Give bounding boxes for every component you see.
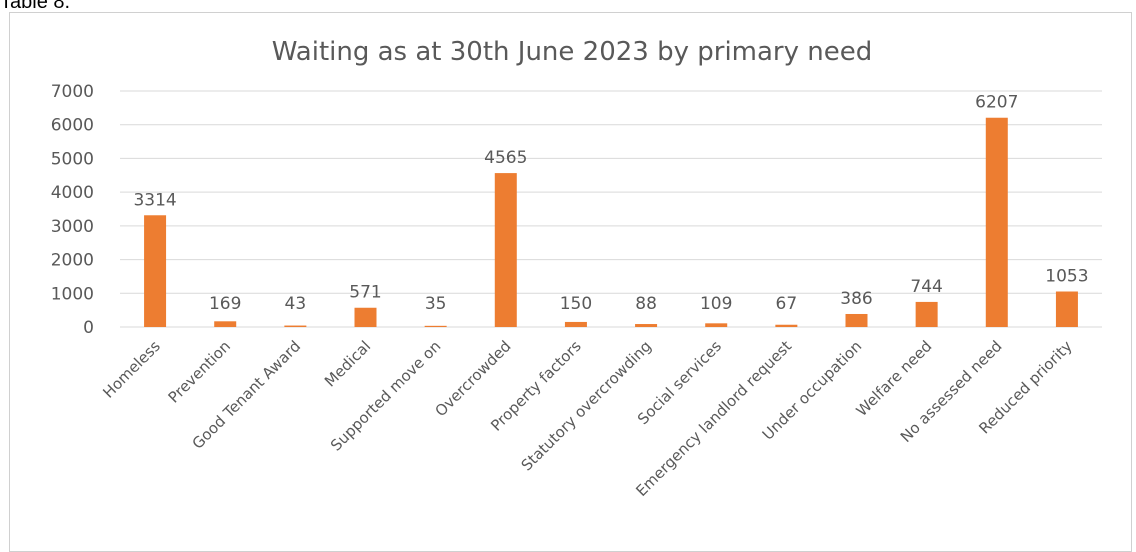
- chart-title: Waiting as at 30th June 2023 by primary …: [272, 37, 873, 67]
- y-tick-label: 2000: [51, 251, 94, 271]
- data-label: 67: [776, 294, 798, 314]
- data-labels: 3314 169 43 571 35 4565 150 88 109 67 386 744 6207 10…: [133, 93, 1088, 314]
- x-tick-label: Statutory overcrowding: [518, 337, 655, 474]
- bar: [424, 325, 447, 327]
- bar: [144, 215, 167, 327]
- data-label: 150: [560, 294, 592, 314]
- data-label: 43: [285, 294, 307, 314]
- y-tick-label: 3000: [51, 217, 94, 237]
- gridlines: [120, 90, 1102, 328]
- table-heading: Table 8.: [0, 0, 71, 13]
- y-tick-label: 7000: [51, 82, 94, 102]
- data-label: 744: [910, 277, 942, 297]
- bar: [775, 324, 798, 327]
- data-label: 6207: [975, 93, 1018, 113]
- bar: [635, 324, 658, 327]
- data-label: 571: [349, 283, 381, 303]
- data-label: 1053: [1045, 266, 1088, 286]
- y-tick-label: 0: [83, 318, 94, 338]
- data-label: 3314: [133, 190, 176, 210]
- data-label: 109: [700, 294, 732, 314]
- bar: [1055, 291, 1078, 327]
- bar: [985, 117, 1008, 327]
- bar: [284, 325, 307, 327]
- bar: [354, 307, 377, 327]
- chart-frame: [9, 12, 1132, 552]
- data-label: 169: [209, 294, 241, 314]
- x-tick-label: Medical: [321, 337, 374, 390]
- y-tick-label: 4000: [51, 183, 94, 203]
- bar: [845, 313, 868, 327]
- data-label: 386: [840, 289, 872, 309]
- y-axis-ticks: 0 1000 2000 3000 4000 5000 6000 7000: [51, 82, 94, 338]
- bar: [915, 301, 938, 327]
- data-label: 4565: [484, 148, 527, 168]
- bars: [144, 117, 1078, 327]
- bar: [705, 323, 728, 327]
- bar: [494, 173, 517, 327]
- y-tick-label: 5000: [51, 149, 94, 169]
- x-tick-label: Homeless: [99, 337, 164, 402]
- bar: [214, 321, 237, 327]
- data-label: 35: [425, 294, 447, 314]
- y-tick-label: 1000: [51, 284, 94, 304]
- data-label: 88: [635, 294, 657, 314]
- bar: [564, 321, 587, 327]
- y-tick-label: 6000: [51, 116, 94, 136]
- x-tick-label: Prevention: [165, 337, 234, 406]
